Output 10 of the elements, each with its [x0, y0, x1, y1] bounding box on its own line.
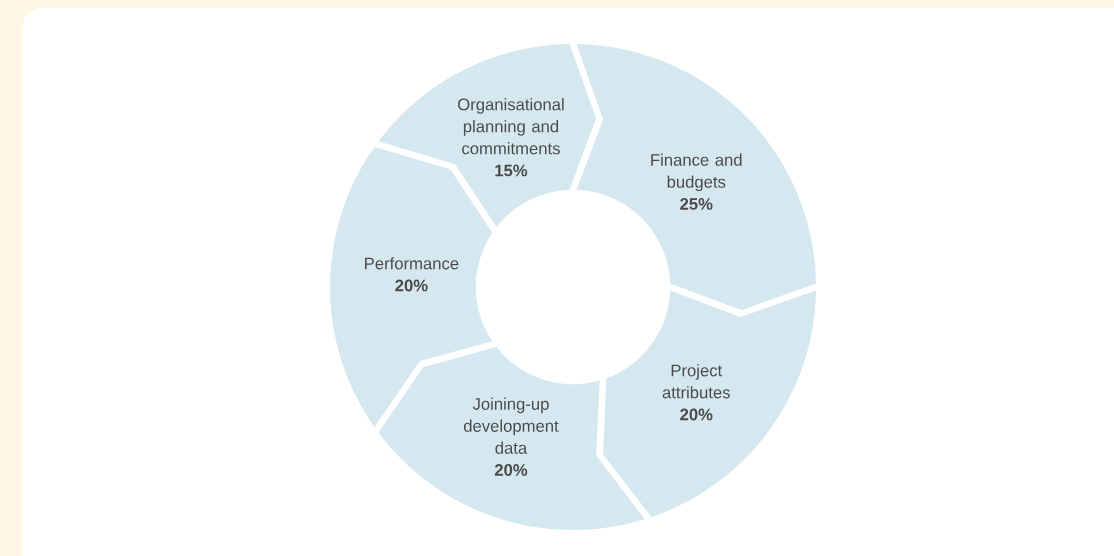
slice-label: Organisational planning and commitments [458, 98, 564, 155]
data-label: 20% [494, 464, 528, 476]
data-label: 25% [680, 198, 713, 210]
slice-label: Finance and budgets [651, 153, 742, 192]
slice-label: Performance [365, 257, 459, 270]
slice-label: Joining-up development data [463, 397, 559, 454]
data-label: 20% [395, 279, 428, 292]
data-label: 15% [495, 164, 528, 177]
slice-label: Project attributes [662, 364, 730, 399]
data-label: 20% [680, 408, 713, 421]
